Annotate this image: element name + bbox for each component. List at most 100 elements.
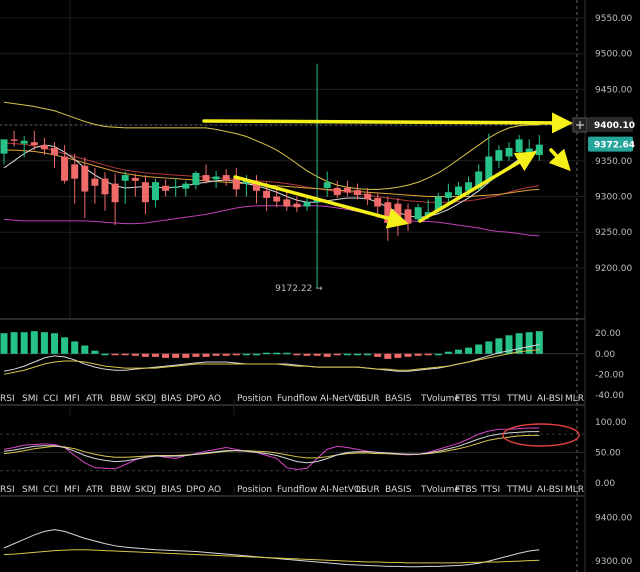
histogram-bar[interactable] (465, 347, 473, 354)
candle[interactable] (202, 164, 210, 184)
candle[interactable] (303, 196, 311, 211)
candle[interactable] (444, 183, 452, 204)
histogram-bar[interactable] (424, 353, 432, 356)
histogram-bar[interactable] (374, 353, 382, 357)
indicator-tabs-row-1[interactable]: RSI SMI CCI MFI ATR BBW SKDJ BIAS DPO AO Position F… (0, 394, 584, 404)
candle[interactable] (495, 145, 503, 168)
histogram-bar[interactable] (232, 353, 240, 356)
tab-bbw[interactable]: BBW (110, 394, 131, 404)
candle[interactable] (91, 167, 99, 204)
histogram-bar[interactable] (293, 353, 301, 356)
tab-atr[interactable]: ATR (86, 485, 103, 495)
tab-ttsi[interactable]: TTSI (480, 394, 500, 404)
histogram-bar[interactable] (535, 331, 543, 354)
indicator-tabs-row-2[interactable]: RSI SMI CCI MFI ATR BBW SKDJ BIAS DPO AO Position F… (0, 485, 584, 495)
histogram-bar[interactable] (131, 353, 139, 356)
tab-ttmu[interactable]: TTMU (506, 394, 532, 404)
candle[interactable] (333, 180, 341, 198)
tab-fundflow[interactable]: Fundflow (277, 394, 317, 404)
tab-skdj[interactable]: SKDJ (135, 485, 156, 495)
tab-ai-netvol[interactable]: AI-NetVOL (320, 485, 366, 495)
histogram-bar[interactable] (434, 353, 442, 356)
histogram-bar[interactable] (313, 353, 321, 356)
tab-ao[interactable]: AO (208, 394, 221, 404)
tab-basis[interactable]: BASIS (385, 394, 412, 404)
histogram-bar[interactable] (253, 353, 260, 356)
candle[interactable] (111, 173, 119, 226)
tab-smi[interactable]: SMI (22, 485, 38, 495)
candle[interactable] (232, 167, 240, 197)
histogram-bar[interactable] (10, 332, 18, 354)
tab-mlr[interactable]: MLR (565, 394, 584, 404)
candle[interactable] (71, 153, 79, 204)
tab-lsur[interactable]: LSUR (356, 394, 380, 404)
candle[interactable] (222, 169, 230, 186)
candle[interactable] (192, 170, 200, 190)
tab-ttmu[interactable]: TTMU (506, 485, 532, 495)
candle[interactable] (141, 175, 149, 215)
tab-ai-bsi[interactable]: AI-BSI (537, 394, 563, 404)
histogram-bar[interactable] (40, 332, 48, 354)
candle[interactable] (40, 137, 48, 156)
bottom-panel[interactable] (3, 529, 540, 568)
tab-bias[interactable]: BIAS (161, 485, 182, 495)
tab-ai-netvol[interactable]: AI-NetVOL (320, 394, 366, 404)
histogram-bar[interactable] (515, 333, 523, 354)
tab-cci[interactable]: CCI (43, 485, 58, 495)
tab-lsur[interactable]: LSUR (356, 485, 380, 495)
histogram-bar[interactable] (273, 352, 281, 355)
histogram-bar[interactable] (384, 353, 392, 359)
histogram-bar[interactable] (162, 353, 170, 358)
candle[interactable] (283, 189, 291, 211)
tab-skdj[interactable]: SKDJ (135, 394, 156, 404)
histogram-bar[interactable] (101, 353, 109, 356)
histogram-bar[interactable] (303, 353, 311, 356)
candle[interactable] (131, 173, 139, 197)
histogram-bar[interactable] (475, 344, 483, 354)
candle[interactable] (172, 177, 180, 197)
tab-tvolume[interactable]: TVolume (420, 394, 460, 404)
candle[interactable] (273, 187, 281, 208)
histogram-bar[interactable] (485, 341, 493, 354)
candle[interactable] (414, 203, 422, 222)
candle[interactable] (505, 142, 513, 161)
candle[interactable] (354, 183, 361, 200)
histogram-bar[interactable] (152, 353, 159, 357)
histogram-bar[interactable] (0, 333, 8, 354)
histogram-bar[interactable] (444, 351, 452, 354)
candle[interactable] (182, 180, 190, 197)
histogram-panel[interactable] (0, 331, 585, 375)
candle[interactable] (323, 171, 331, 197)
candle[interactable] (30, 130, 38, 151)
tab-position[interactable]: Position (237, 394, 272, 404)
tab-ftbs[interactable]: FTBS (455, 394, 478, 404)
histogram-bar[interactable] (212, 353, 220, 356)
tab-mfi[interactable]: MFI (64, 394, 80, 404)
price-tag[interactable]: 9400.10 (588, 116, 635, 132)
histogram-bar[interactable] (51, 333, 58, 354)
price-tag[interactable]: 9372.64 (588, 136, 635, 152)
candle[interactable] (0, 139, 8, 165)
candle[interactable] (61, 145, 69, 184)
tab-ao[interactable]: AO (208, 485, 221, 495)
tab-rsi[interactable]: RSI (0, 394, 15, 404)
crosshair-plus-icon[interactable] (572, 117, 588, 133)
tab-dpo[interactable]: DPO (186, 485, 205, 495)
histogram-bar[interactable] (172, 353, 180, 358)
candle[interactable] (212, 170, 220, 188)
tab-position[interactable]: Position (237, 485, 272, 495)
histogram-bar[interactable] (61, 337, 69, 354)
tab-bias[interactable]: BIAS (161, 394, 182, 404)
candle[interactable] (152, 178, 159, 208)
tab-fundflow[interactable]: Fundflow (277, 485, 317, 495)
tab-mfi[interactable]: MFI (64, 485, 80, 495)
price-axis[interactable]: 9200.00 9250.00 9300.00 9350.00 9400.00 9450.… (572, 14, 635, 567)
candle[interactable] (293, 196, 301, 213)
candle[interactable] (485, 133, 493, 184)
histogram-bar[interactable] (202, 353, 210, 357)
candle[interactable] (10, 130, 18, 147)
tab-tvolume[interactable]: TVolume (420, 485, 460, 495)
candle[interactable] (535, 135, 543, 161)
histogram-bar[interactable] (404, 353, 412, 357)
